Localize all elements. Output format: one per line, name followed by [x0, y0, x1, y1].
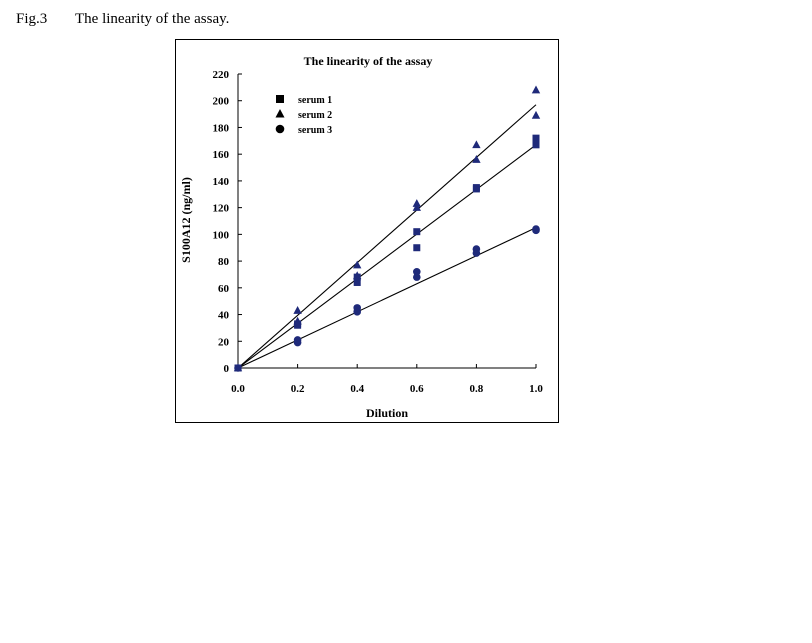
serum-3-point: [353, 304, 361, 312]
serum-3-fit-line: [237, 227, 537, 369]
serum-2-point: [293, 306, 302, 314]
x-tick-label: 0.0: [231, 383, 245, 395]
serum-3-point: [413, 267, 421, 276]
x-tick-label: 1.0: [529, 383, 543, 395]
x-tick-label: 0.4: [350, 383, 364, 395]
serum-1-point: [532, 141, 540, 149]
y-tick-label: 20: [218, 336, 230, 348]
figure-caption: The linearity of the assay.: [75, 11, 230, 27]
y-tick-label: 200: [213, 96, 230, 108]
legend-label: serum 1: [298, 95, 332, 106]
serum-2-point: [412, 203, 421, 211]
legend-marker: [275, 109, 285, 118]
serum-2-point: [353, 271, 362, 280]
y-tick-label: 0: [224, 363, 230, 375]
chart-frame: The linearity of the assay Dilution S100…: [175, 39, 559, 423]
y-tick-label: 60: [218, 283, 230, 295]
serum-3-point: [472, 245, 481, 253]
x-tick-label: 0.6: [410, 383, 424, 395]
axes: 0 20 40 60 80 100 120 140 160 180 200 220 0.0 0.2 0.4 0…: [213, 69, 544, 395]
serum-1-point: [413, 228, 421, 236]
x-tick-label: 0.2: [291, 383, 305, 395]
y-tick-label: 160: [213, 149, 230, 161]
linearity-chart: The linearity of the assay Dilution S100…: [179, 54, 544, 420]
chart-title: The linearity of the assay: [304, 54, 433, 68]
serum-1-point: [532, 134, 540, 142]
serum-1-point: [413, 244, 421, 252]
figure-label: Fig.3: [16, 11, 48, 27]
data-markers: [233, 85, 541, 372]
y-tick-label: 100: [213, 229, 230, 241]
legend: serum 1 serum 2 serum 3: [275, 95, 332, 136]
y-tick-label: 180: [213, 122, 230, 134]
serum-2-point: [353, 260, 362, 269]
serum-3-point: [234, 364, 242, 372]
serum-3-point: [413, 273, 421, 281]
serum-2-point: [412, 199, 421, 207]
serum-3-point: [532, 225, 540, 233]
y-tick-label: 120: [213, 203, 230, 215]
y-tick-label: 220: [213, 69, 230, 81]
y-axis-label: S100A12 (ng/ml): [179, 177, 193, 263]
y-tick-label: 40: [218, 310, 230, 322]
y-tick-label: 80: [218, 256, 230, 268]
fit-lines: [237, 104, 537, 369]
serum-3-point: [293, 336, 302, 344]
y-tick-label: 140: [213, 176, 230, 188]
serum-2-point: [293, 316, 302, 325]
serum-2-point: [472, 155, 481, 163]
legend-marker: [276, 95, 284, 103]
serum-2-point: [531, 110, 541, 119]
legend-label: serum 3: [298, 125, 332, 136]
x-tick-label: 0.8: [470, 383, 484, 395]
legend-label: serum 2: [298, 110, 332, 121]
legend-marker: [275, 124, 285, 134]
serum-2-point: [531, 85, 541, 94]
serum-1-point: [472, 184, 480, 192]
serum-2-point: [472, 140, 481, 149]
serum-2-fit-line: [237, 104, 537, 369]
serum-1-point: [353, 278, 361, 286]
x-axis-label: Dilution: [366, 406, 408, 420]
serum-1-fit-line: [237, 144, 537, 369]
